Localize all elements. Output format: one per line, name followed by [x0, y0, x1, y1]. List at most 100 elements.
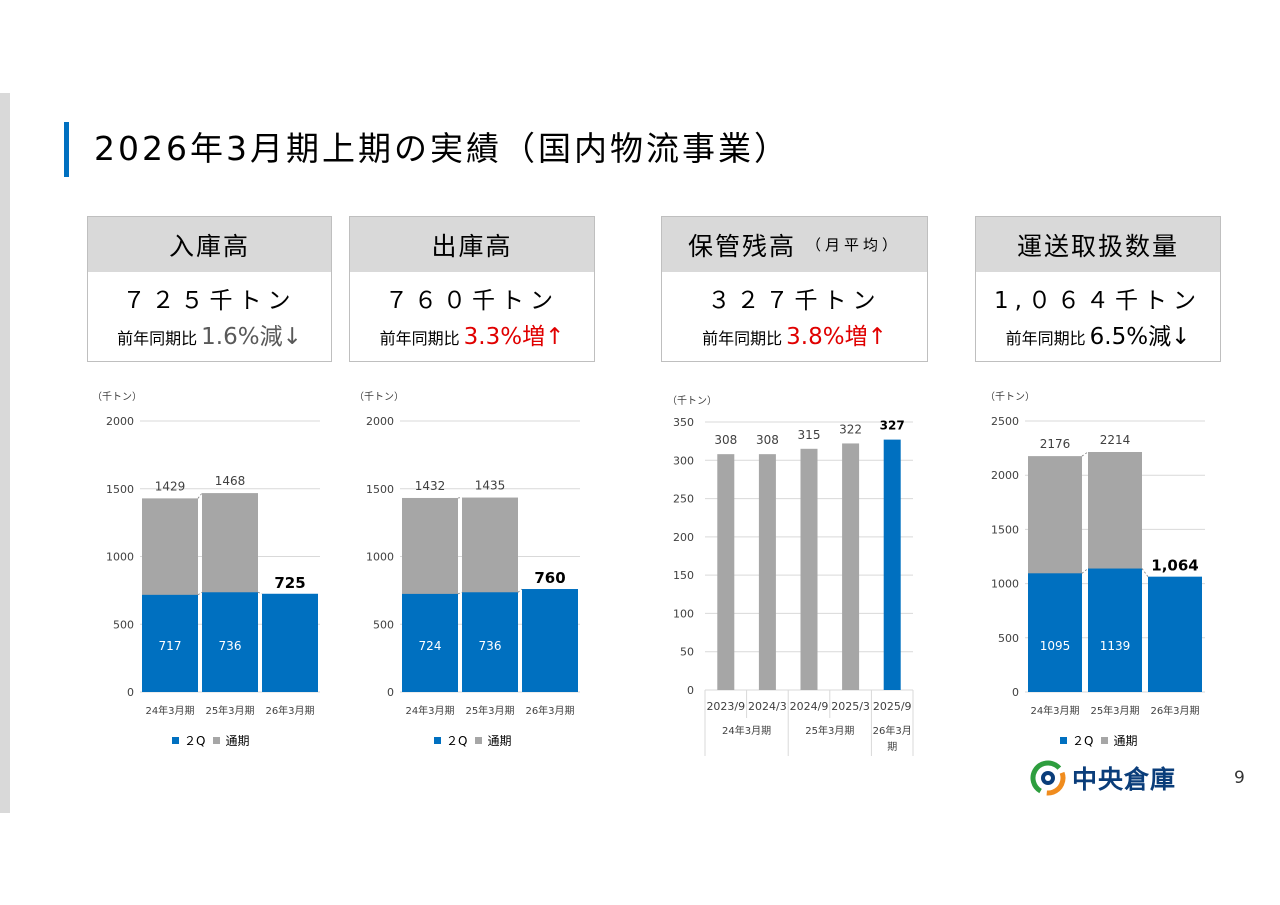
- page-title: 2026年3月期上期の実績（国内物流事業）: [94, 129, 790, 168]
- data-label-2q-current: 1,064: [1151, 557, 1198, 575]
- x-tick-label: 2023/9: [706, 700, 745, 713]
- y-tick-label: 50: [680, 646, 694, 659]
- legend-label: ２Q: [446, 734, 468, 748]
- y-tick-label: 100: [673, 607, 694, 620]
- data-label-2q: 717: [159, 639, 182, 653]
- legend-swatch-2q: [172, 737, 179, 744]
- kpi-shipments: 出庫高 ７６０千トン 前年同期比 3.3%増↑: [349, 216, 595, 362]
- x-tick-label: 24年3月期: [145, 704, 194, 717]
- data-label-full-year: 1432: [415, 479, 446, 493]
- kpi-head: 入庫高: [88, 217, 331, 272]
- kpi-title: 保管残高: [687, 231, 796, 261]
- kpi-compare-label: 前年同期比: [379, 329, 460, 348]
- bar-2q: [142, 594, 198, 692]
- data-label-storage: 315: [798, 428, 821, 442]
- legend-transport-volume: ２Q 通期: [1060, 732, 1145, 749]
- y-tick-label: 2500: [991, 415, 1019, 428]
- x-tick-label: 24年3月期: [405, 704, 454, 717]
- data-label-storage: 327: [880, 419, 905, 433]
- kpi-comparison: 前年同期比 6.5%減↓: [976, 320, 1220, 356]
- bar-storage: [842, 443, 860, 690]
- y-tick-label: 350: [673, 416, 694, 429]
- bar-2q: [1028, 573, 1082, 692]
- legend-swatch-2q: [1060, 737, 1067, 744]
- x-tick-label: 26年3月期: [525, 704, 574, 717]
- chart-receipts: （千トン） 0 500 1000 1500 2000 1429 717 24年3月期 1468 73…: [80, 380, 340, 780]
- kpi-rate: 1.6%減↓: [201, 324, 302, 350]
- legend-swatch-2q: [434, 737, 441, 744]
- chart-shipments: （千トン） 0 500 1000 1500 2000 1432 724 24年3月期 1435 73…: [342, 380, 602, 780]
- legend-item-2q: ２Q: [1060, 732, 1093, 749]
- data-label-storage: 322: [839, 422, 862, 436]
- kpi-rate: 6.5%減↓: [1089, 324, 1191, 350]
- legend-item-full-year: 通期: [475, 732, 511, 749]
- y-tick-label: 2000: [366, 415, 394, 428]
- chart-receipts-svg: （千トン） 0 500 1000 1500 2000 1429 717 24年3月期 1468 73…: [92, 391, 320, 717]
- y-tick-label: 150: [673, 569, 694, 582]
- connector-2q: [457, 591, 463, 595]
- legend-label: ２Q: [184, 734, 206, 748]
- y-tick-label: 1500: [991, 523, 1019, 536]
- kpi-storage-balance: 保管残高 （月平均） ３２７千トン 前年同期比 3.8%増↑: [661, 216, 928, 362]
- x-tick-label: 25年3月期: [1090, 704, 1139, 717]
- kpi-value: 1,０６４千トン: [994, 288, 1202, 314]
- legend-item-2q: ２Q: [172, 732, 205, 749]
- y-tick-label: 300: [673, 454, 694, 467]
- unit-label: （千トン）: [354, 391, 404, 403]
- data-label-2q: 1139: [1100, 639, 1131, 653]
- connector-2q: [257, 591, 263, 595]
- connector-full-year: [197, 492, 203, 499]
- data-label-2q: 724: [419, 639, 442, 653]
- kpi-subtitle: （月平均）: [806, 236, 902, 254]
- kpi-head: 保管残高 （月平均）: [662, 217, 927, 272]
- logo-text: 中央倉庫: [1072, 765, 1177, 794]
- bar-storage: [800, 448, 818, 690]
- x-tick-label: 2024/9: [790, 700, 829, 713]
- kpi-comparison: 前年同期比 1.6%減↓: [88, 320, 331, 356]
- bar-2q: [1148, 576, 1202, 692]
- connector-2q: [197, 591, 203, 596]
- data-label-full-year: 1468: [215, 474, 246, 488]
- bar-2q: [1088, 568, 1142, 692]
- bar-2q: [262, 593, 318, 692]
- legend-item-full-year: 通期: [213, 732, 249, 749]
- unit-label: （千トン）: [985, 391, 1035, 403]
- y-tick-label: 250: [673, 493, 694, 506]
- bar-2q: [522, 589, 578, 692]
- y-tick-label: 0: [387, 686, 394, 699]
- kpi-value: ３２７千トン: [707, 288, 882, 314]
- y-tick-label: 1000: [991, 578, 1019, 591]
- chart-storage-balance: （千トン） 0 50 100 150 200 250 300 350 308 2023/9 308 20…: [655, 380, 925, 780]
- y-tick-label: 200: [673, 531, 694, 544]
- data-label-full-year: 2176: [1040, 437, 1071, 451]
- kpi-compare-label: 前年同期比: [117, 329, 198, 348]
- connector-2q: [1141, 568, 1149, 577]
- y-tick-label: 0: [687, 684, 694, 697]
- y-tick-label: 500: [373, 618, 394, 631]
- data-label-storage: 308: [756, 433, 779, 447]
- data-label-storage: 308: [714, 433, 737, 447]
- legend-item-full-year: 通期: [1101, 732, 1137, 749]
- kpi-title: 入庫高: [168, 231, 250, 261]
- legend-label: ２Q: [1072, 734, 1094, 748]
- data-label-full-year: 1435: [475, 479, 506, 493]
- y-tick-label: 0: [1012, 686, 1019, 699]
- data-label-2q-current: 725: [274, 574, 305, 592]
- bar-storage: [717, 454, 735, 690]
- chart-transport-volume: （千トン） 0 500 1000 1500 2000 2500 2176 1095 24年3月期 2…: [975, 380, 1235, 780]
- bar-storage: [883, 439, 901, 690]
- legend-swatch-full-year: [1101, 737, 1109, 744]
- kpi-receipts: 入庫高 ７２５千トン 前年同期比 1.6%減↓: [87, 216, 332, 362]
- data-label-2q: 736: [219, 639, 242, 653]
- y-tick-label: 1500: [366, 483, 394, 496]
- kpi-value: ７２５千トン: [122, 288, 297, 314]
- x-tick-label: 24年3月期: [1030, 704, 1079, 717]
- y-tick-label: 500: [113, 618, 134, 631]
- legend-label: 通期: [1113, 734, 1138, 748]
- group-label: 25年3月期: [805, 724, 854, 737]
- kpi-title: 運送取扱数量: [1016, 231, 1179, 261]
- kpi-head: 運送取扱数量: [976, 217, 1220, 272]
- chart-transport-volume-svg: （千トン） 0 500 1000 1500 2000 2500 2176 1095 24年3月期 2…: [985, 391, 1205, 717]
- connector-2q: [1081, 568, 1089, 574]
- y-tick-label: 1500: [106, 483, 134, 496]
